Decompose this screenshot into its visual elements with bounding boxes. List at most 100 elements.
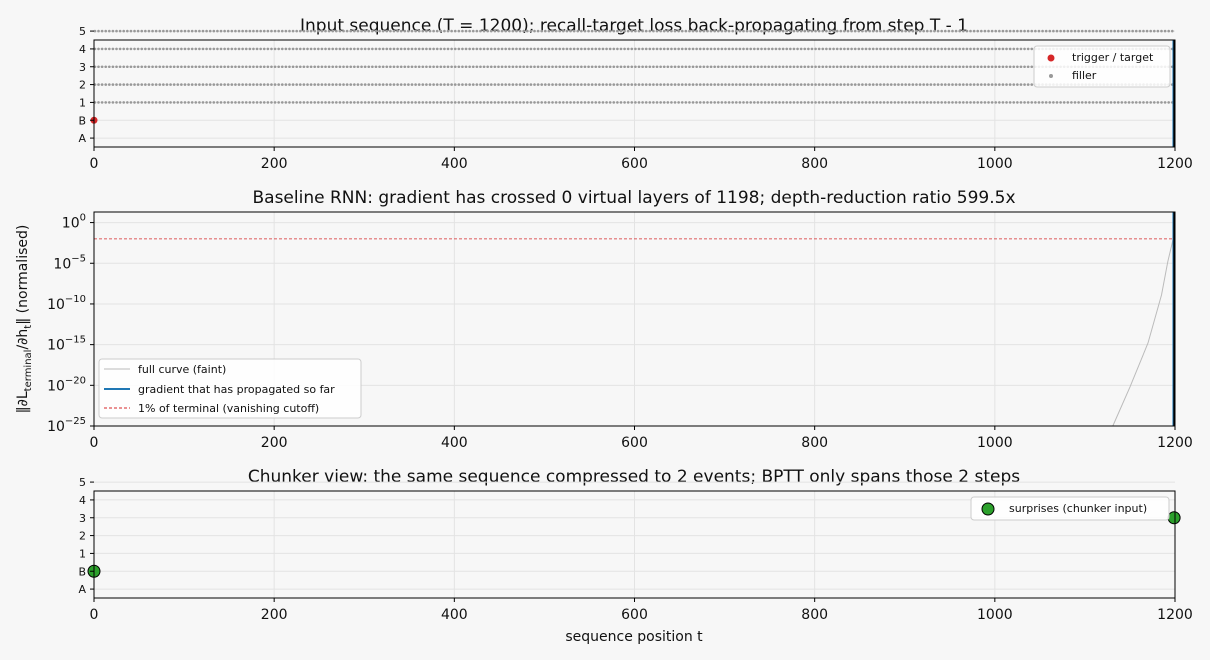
filler-point	[172, 29, 176, 33]
filler-point	[489, 83, 493, 86]
filler-point	[839, 65, 843, 69]
filler-point	[172, 101, 176, 104]
filler-point	[1016, 83, 1019, 86]
filler-point	[201, 83, 205, 86]
filler-point	[940, 83, 943, 86]
filler-point	[789, 101, 792, 104]
filler-point	[619, 83, 623, 86]
filler-point	[461, 65, 464, 69]
filler-point	[371, 29, 374, 33]
filler-point	[1019, 101, 1023, 104]
filler-point	[616, 65, 619, 69]
filler-point	[551, 101, 554, 104]
filler-point	[980, 47, 983, 51]
filler-point	[677, 29, 680, 33]
filler-point	[295, 101, 298, 104]
filler-point	[147, 65, 151, 69]
filler-point	[216, 29, 219, 33]
filler-point	[706, 83, 709, 86]
filler-point	[850, 65, 853, 69]
filler-point	[662, 101, 666, 104]
filler-point	[295, 47, 298, 51]
filler-point	[154, 101, 158, 104]
filler-point	[407, 101, 410, 104]
filler-point	[1044, 29, 1048, 33]
filler-point	[889, 101, 893, 104]
filler-point	[327, 83, 331, 86]
filler-point	[825, 29, 828, 33]
filler-point	[659, 65, 662, 69]
filler-point	[389, 29, 392, 33]
filler-point	[104, 47, 108, 51]
filler-point	[176, 101, 180, 104]
filler-point	[471, 29, 475, 33]
filler-point	[234, 83, 237, 86]
filler-point	[147, 101, 151, 104]
panel1-xtick-label: 1200	[1157, 156, 1193, 172]
filler-point	[324, 101, 327, 104]
filler-point	[954, 47, 958, 51]
filler-point	[198, 29, 201, 33]
filler-point	[504, 29, 507, 33]
filler-point	[864, 65, 868, 69]
filler-point	[497, 83, 500, 86]
filler-point	[835, 101, 839, 104]
filler-point	[659, 29, 662, 33]
filler-point	[338, 83, 342, 86]
filler-point	[273, 101, 277, 104]
filler-point	[428, 65, 432, 69]
panel3-xtick-label: 0	[90, 607, 99, 623]
filler-point	[670, 65, 673, 69]
filler-point	[619, 29, 623, 33]
panel2-xtick-label: 1200	[1157, 435, 1193, 451]
filler-point	[998, 83, 1001, 86]
filler-point	[962, 101, 965, 104]
filler-point	[381, 47, 385, 51]
filler-point	[803, 29, 807, 33]
filler-point	[918, 83, 922, 86]
filler-point	[403, 47, 407, 51]
filler-point	[893, 47, 897, 51]
filler-point	[810, 101, 814, 104]
filler-point	[190, 47, 194, 51]
filler-point	[825, 101, 828, 104]
filler-point	[421, 47, 425, 51]
filler-point	[698, 65, 702, 69]
filler-point	[313, 65, 317, 69]
filler-point	[850, 47, 853, 51]
filler-point	[493, 83, 497, 86]
filler-point	[569, 29, 572, 33]
filler-point	[468, 83, 471, 86]
filler-point	[987, 29, 990, 33]
filler-point	[151, 101, 154, 104]
filler-point	[187, 83, 190, 86]
filler-point	[547, 101, 551, 104]
filler-point	[907, 47, 911, 51]
filler-point	[313, 101, 317, 104]
filler-point	[619, 101, 623, 104]
filler-point	[273, 29, 277, 33]
filler-point	[720, 65, 724, 69]
filler-point	[951, 101, 954, 104]
filler-point	[598, 65, 601, 69]
filler-point	[1134, 101, 1138, 104]
filler-point	[482, 47, 486, 51]
filler-point	[216, 65, 219, 69]
filler-point	[1019, 83, 1023, 86]
filler-point	[630, 83, 634, 86]
filler-point	[371, 65, 374, 69]
filler-point	[547, 29, 551, 33]
filler-point	[360, 29, 363, 33]
filler-point	[407, 65, 410, 69]
filler-point	[947, 101, 951, 104]
filler-point	[965, 29, 969, 33]
filler-point	[507, 29, 511, 33]
filler-point	[1080, 101, 1084, 104]
filler-point	[439, 29, 443, 33]
filler-point	[320, 65, 324, 69]
filler-point	[947, 65, 951, 69]
filler-point	[212, 29, 216, 33]
filler-point	[140, 83, 144, 86]
filler-point	[266, 29, 270, 33]
filler-point	[1113, 101, 1116, 104]
